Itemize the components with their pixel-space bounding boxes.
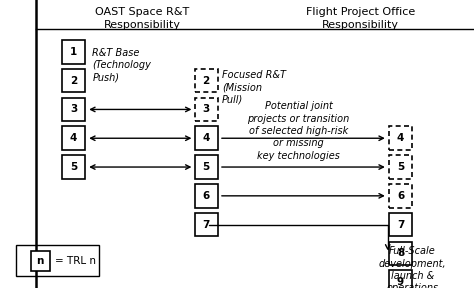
Text: 5: 5 [202, 162, 210, 172]
Text: 2: 2 [202, 76, 210, 86]
Text: R&T Base
(Technology
Push): R&T Base (Technology Push) [92, 48, 151, 82]
Bar [62, 98, 85, 121]
Text: 8: 8 [397, 249, 404, 258]
Text: 2: 2 [70, 76, 77, 86]
Text: 4: 4 [202, 133, 210, 143]
Text: 3: 3 [202, 105, 210, 114]
Bar [389, 213, 412, 236]
Bar [195, 184, 218, 208]
Text: Focused R&T
(Mission
Pull): Focused R&T (Mission Pull) [222, 70, 286, 105]
Bar [389, 126, 412, 150]
Text: 5: 5 [397, 162, 404, 172]
Bar [62, 40, 85, 64]
Text: OAST Space R&T
Responsibility: OAST Space R&T Responsibility [95, 7, 189, 30]
Bar [62, 155, 85, 179]
Text: 5: 5 [70, 162, 77, 172]
Bar [195, 98, 218, 121]
Text: n: n [36, 256, 44, 266]
Text: Potential joint
projects or transition
of selected high-risk
or missing
key tech: Potential joint projects or transition o… [247, 101, 350, 161]
Bar [389, 155, 412, 179]
Text: 9: 9 [397, 277, 404, 287]
Bar [195, 69, 218, 92]
Bar [389, 242, 412, 265]
Text: 6: 6 [397, 191, 404, 201]
Bar [195, 155, 218, 179]
Text: 7: 7 [397, 220, 404, 230]
Text: = TRL n: = TRL n [55, 256, 95, 266]
Text: 1: 1 [70, 47, 77, 57]
Bar [389, 184, 412, 208]
Text: 3: 3 [70, 105, 77, 114]
Text: 7: 7 [202, 220, 210, 230]
Text: Full-Scale
development,
launch &
operations: Full-Scale development, launch & operati… [379, 246, 446, 288]
Bar [62, 69, 85, 92]
Bar [389, 270, 412, 288]
Bar [62, 126, 85, 150]
Bar [16, 245, 99, 276]
Text: 6: 6 [202, 191, 210, 201]
Text: 4: 4 [70, 133, 77, 143]
Text: Flight Project Office
Responsibility: Flight Project Office Responsibility [306, 7, 415, 30]
Text: 4: 4 [397, 133, 404, 143]
Bar [31, 251, 50, 271]
Bar [195, 126, 218, 150]
Bar [195, 213, 218, 236]
